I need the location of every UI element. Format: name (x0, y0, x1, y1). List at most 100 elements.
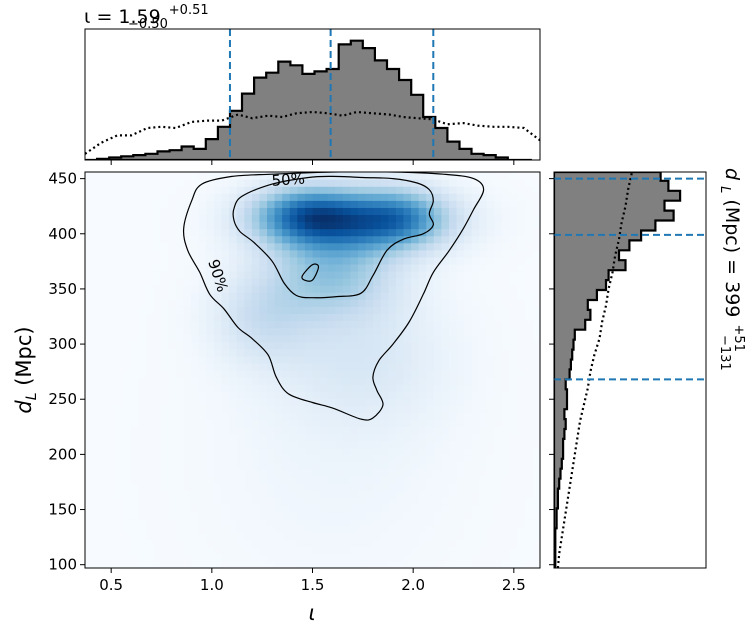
heatmap-cell (441, 476, 450, 484)
heatmap-cell (92, 235, 101, 244)
heatmap-cell (350, 320, 359, 329)
heatmap-cell (524, 405, 534, 414)
heatmap-cell (342, 271, 352, 279)
heatmap-cell (304, 207, 314, 216)
heatmap-cell (251, 214, 261, 223)
heatmap-cell (365, 341, 374, 350)
heatmap-cell (312, 299, 321, 307)
heatmap-cell (122, 398, 132, 406)
heatmap-cell (479, 362, 488, 371)
heatmap-cell (145, 504, 154, 513)
heatmap-cell (267, 426, 276, 435)
heatmap-cell (335, 355, 344, 364)
heatmap-cell (145, 412, 154, 421)
heatmap-cell (259, 447, 268, 456)
heatmap-cell (282, 405, 291, 414)
heatmap-cell (85, 278, 94, 286)
heatmap-cell (236, 539, 245, 548)
heatmap-cell (327, 469, 336, 477)
heatmap-cell (115, 433, 124, 442)
heatmap-cell (282, 271, 291, 279)
heatmap-cell (236, 405, 245, 414)
heatmap-cell (502, 179, 511, 187)
heatmap-cell (486, 200, 496, 208)
heatmap-cell (380, 483, 389, 491)
heatmap-cell (426, 362, 435, 371)
heatmap-cell (221, 511, 230, 520)
heatmap-cell (297, 249, 306, 258)
heatmap-cell (138, 263, 147, 272)
heatmap-cell (229, 285, 238, 293)
heatmap-cell (107, 313, 116, 322)
heatmap-cell (479, 476, 488, 484)
heatmap-cell (206, 532, 215, 541)
heatmap-cell (100, 490, 109, 498)
heatmap-cell (335, 469, 344, 477)
heatmap-cell (320, 207, 329, 216)
heatmap-cell (168, 263, 177, 272)
heatmap-cell (244, 355, 253, 364)
heatmap-cell (267, 511, 276, 520)
heatmap-cell (85, 398, 94, 406)
heatmap-cell (456, 440, 465, 449)
heatmap-cell (183, 271, 192, 279)
heatmap-cell (411, 490, 420, 498)
heatmap-cell (206, 228, 215, 237)
heatmap-cell (153, 447, 162, 456)
heatmap-cell (138, 483, 147, 491)
heatmap-cell (335, 327, 344, 336)
heatmap-cell (107, 476, 116, 484)
heatmap-cell (464, 384, 473, 392)
heatmap-cell (471, 327, 480, 336)
heatmap-cell (494, 313, 503, 322)
heatmap-cell (335, 497, 344, 505)
heatmap-cell (168, 511, 177, 520)
heatmap-cell (259, 511, 268, 520)
heatmap-cell (449, 525, 458, 534)
heatmap-cell (138, 384, 147, 392)
heatmap-cell (388, 419, 397, 428)
heatmap-cell (138, 200, 147, 208)
heatmap-cell (350, 370, 359, 378)
heatmap-cell (153, 483, 162, 491)
heatmap-cell (138, 476, 147, 484)
heatmap-cell (274, 370, 283, 378)
heatmap-cell (92, 490, 101, 498)
heatmap-cell (403, 560, 412, 568)
heatmap-cell (502, 476, 511, 484)
heatmap-cell (259, 292, 268, 300)
heatmap-cell (517, 377, 526, 385)
heatmap-cell (274, 306, 283, 315)
heatmap-cell (342, 532, 352, 541)
heatmap-cell (85, 228, 94, 237)
heatmap-cell (403, 454, 412, 463)
heatmap-cell (213, 553, 223, 562)
heatmap-cell (304, 377, 314, 385)
heatmap-cell (282, 447, 291, 456)
heatmap-cell (168, 313, 177, 322)
heatmap-cell (100, 433, 109, 442)
heatmap-cell (411, 249, 420, 258)
heatmap-cell (479, 412, 488, 421)
heatmap-cell (517, 313, 526, 322)
heatmap-cell (426, 546, 435, 555)
heatmap-cell (411, 553, 420, 562)
heatmap-cell (388, 377, 397, 385)
heatmap-cell (100, 278, 109, 286)
heatmap-cell (433, 186, 443, 194)
heatmap-cell (532, 313, 540, 322)
heatmap-cell (486, 362, 496, 371)
top-title-sub: −0.50 (128, 17, 168, 32)
heatmap-cell (327, 263, 336, 272)
heatmap-cell (509, 546, 518, 555)
heatmap-cell (380, 242, 389, 251)
heatmap-cell (524, 461, 534, 470)
heatmap-cell (486, 504, 496, 513)
heatmap-cell (464, 504, 473, 513)
heatmap-cell (411, 263, 420, 272)
heatmap-cell (335, 532, 344, 541)
heatmap-cell (107, 200, 116, 208)
heatmap-cell (191, 327, 200, 336)
heatmap-cell (532, 391, 540, 399)
heatmap-cell (320, 341, 329, 350)
